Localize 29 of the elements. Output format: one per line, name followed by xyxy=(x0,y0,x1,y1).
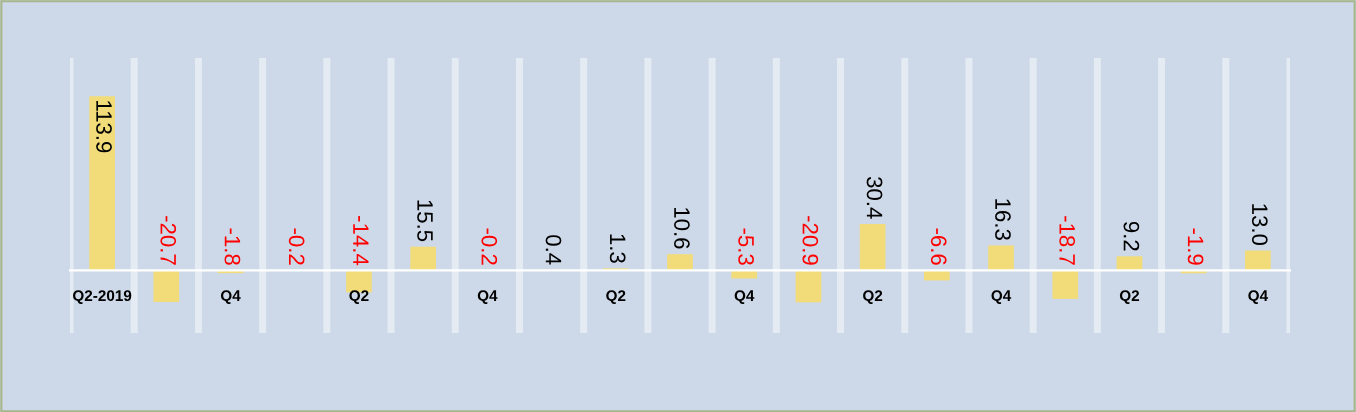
data-label: -20.9 xyxy=(802,216,819,265)
data-label: -14.4 xyxy=(353,216,369,266)
data-label: -5.3 xyxy=(738,228,754,265)
x-tick-label: Q2 xyxy=(606,290,626,304)
data-label: -20.7 xyxy=(160,216,177,265)
data-label: 15.5 xyxy=(417,200,433,242)
data-label: -0.2 xyxy=(481,228,498,265)
data-label: 16.3 xyxy=(995,199,1011,240)
data-label: -1.9 xyxy=(1187,228,1204,265)
x-tick-label: Q2 xyxy=(863,290,883,304)
data-label: -18.7 xyxy=(1059,216,1076,265)
data-label: -1.8 xyxy=(224,228,241,265)
data-label: 1.3 xyxy=(609,234,626,263)
x-tick-label: Q2 xyxy=(349,290,369,304)
data-label: 13.0 xyxy=(1251,204,1268,246)
x-tick-label: Q4 xyxy=(477,290,498,304)
x-tick-label: Q4 xyxy=(1248,290,1268,304)
x-tick-label: Q4 xyxy=(734,290,755,304)
data-label: -0.2 xyxy=(288,228,305,265)
x-tick-label: Q2 xyxy=(1119,290,1140,304)
x-tick-label: Q4 xyxy=(220,290,241,304)
data-label: 10.6 xyxy=(674,208,690,249)
data-label: 113.9 xyxy=(96,101,112,153)
x-tick-label: Q2-2019 xyxy=(73,290,132,304)
data-label: 30.4 xyxy=(866,176,883,219)
data-label: 9.2 xyxy=(1123,221,1140,251)
data-label: 0.4 xyxy=(545,235,562,265)
data-label: -6.6 xyxy=(930,228,947,265)
x-tick-label: Q4 xyxy=(991,290,1012,304)
